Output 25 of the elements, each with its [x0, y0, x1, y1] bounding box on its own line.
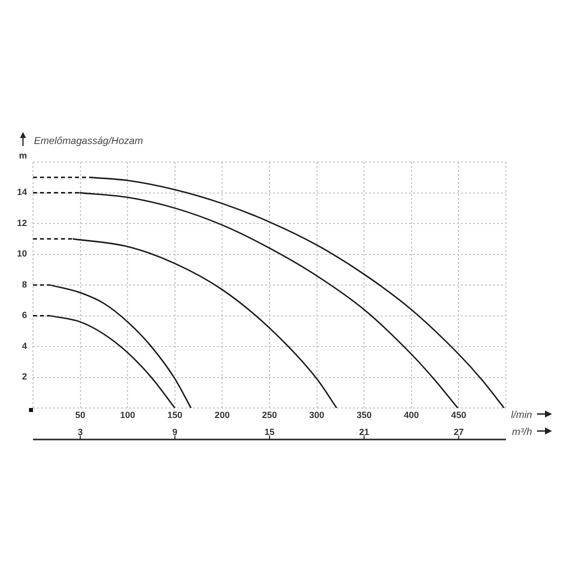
x2-tick-label: 3 — [78, 426, 83, 437]
y-tick-label: 8 — [22, 279, 27, 290]
x2-axis-title: m³/h — [512, 426, 532, 438]
x-tick-label: 200 — [214, 410, 230, 420]
x-tick-label: 450 — [451, 410, 466, 420]
x2-tick-label: 21 — [359, 426, 370, 437]
x2-tick-label: 9 — [172, 426, 178, 437]
y-axis-title: m — [18, 150, 28, 160]
x-tick-label: 300 — [309, 410, 324, 420]
y-tick-label: 10 — [16, 248, 27, 259]
x-tick-label: 250 — [262, 410, 278, 420]
x-tick-label: 50 — [75, 410, 86, 420]
x-axis-title: l/min — [511, 410, 533, 421]
x-tick-label: 350 — [356, 410, 372, 420]
y-tick-label: 4 — [22, 340, 27, 351]
chart-title: Emelőmagasság/Hozam — [34, 136, 143, 147]
x-tick-label: 150 — [167, 410, 182, 420]
x2-tick-label: 15 — [264, 426, 275, 437]
y-tick-label: 14 — [16, 187, 27, 198]
y-tick-label: 12 — [16, 218, 27, 228]
x2-tick-label: 27 — [454, 426, 464, 437]
y-tick-label: 6 — [22, 310, 27, 320]
x-tick-label: 400 — [404, 410, 419, 420]
y-tick-label: 2 — [22, 372, 27, 382]
x-tick-label: 100 — [120, 410, 136, 420]
